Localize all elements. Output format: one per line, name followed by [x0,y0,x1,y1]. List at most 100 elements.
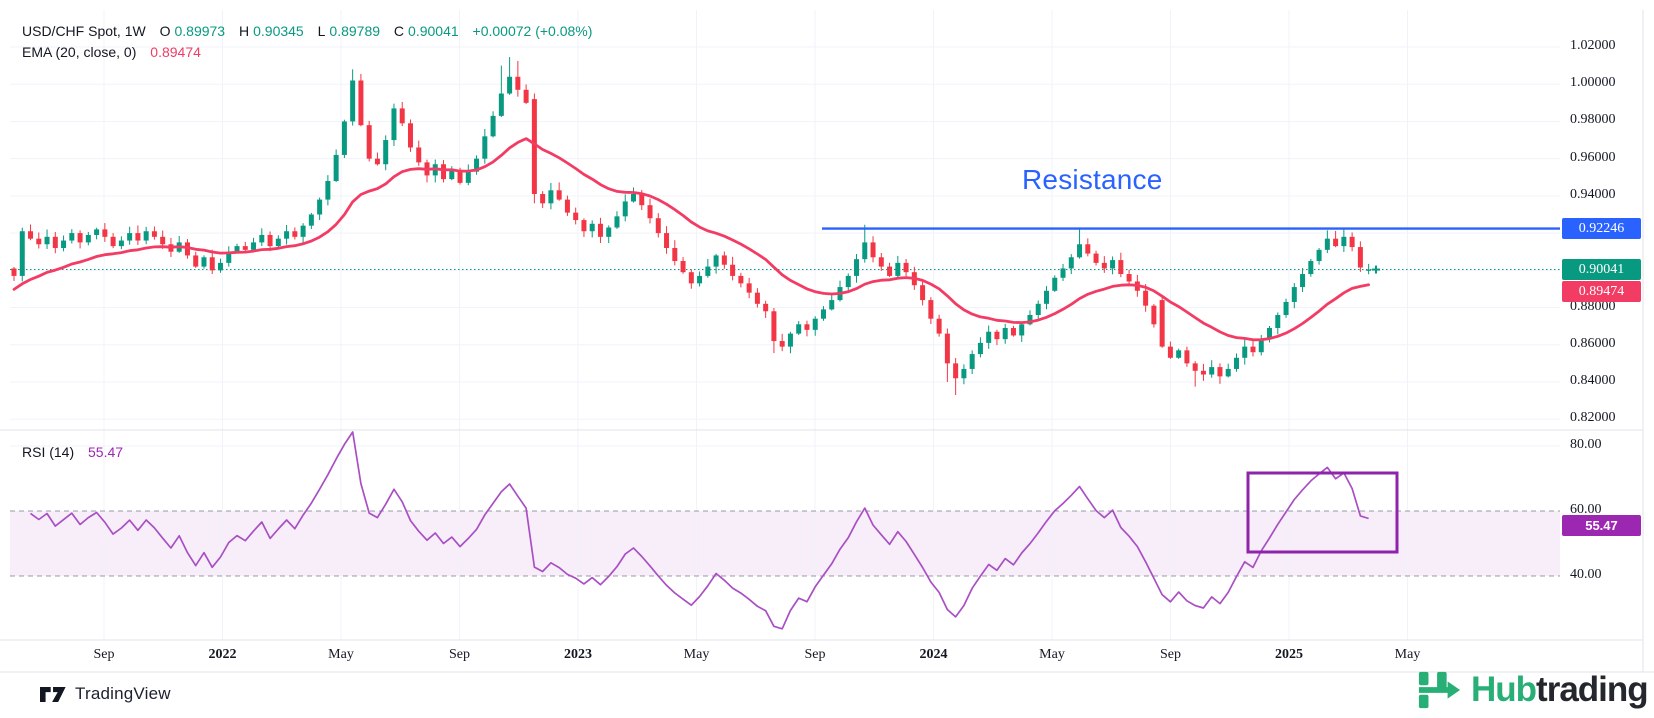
candle [870,242,876,258]
candle [515,76,521,90]
candle [102,229,108,237]
candle [457,169,463,183]
candle [151,231,157,237]
candle [1035,303,1041,315]
price-axis-label: 1.02000 [1570,38,1616,53]
candle [614,216,620,228]
candle [1027,314,1033,325]
candle [1085,244,1091,254]
candle [787,333,793,347]
ema-line[interactable] [12,137,1370,342]
candle [1258,339,1264,353]
hubtrading-logo[interactable]: Hubtrading [1416,668,1649,712]
candle [201,257,207,267]
candle [1093,253,1099,263]
rsi-badge: 55.47 [1562,515,1641,537]
candle [1176,350,1182,358]
candle [738,275,744,284]
candle [308,214,314,226]
symbol-title: USD/CHF Spot, 1W [22,23,146,39]
candle [672,247,678,262]
candle [69,233,75,241]
candle [1151,305,1157,325]
candle [713,255,719,267]
candle [474,158,480,172]
candle [1192,363,1198,371]
candle [862,242,868,260]
candle [581,220,587,232]
candle [936,318,942,334]
high-value: 0.90345 [253,23,304,39]
open-value: 0.89973 [174,23,226,39]
candle [1052,277,1058,291]
candle [1002,328,1008,340]
candle [498,93,504,116]
candle [655,218,661,234]
candle [688,272,694,284]
candle [284,231,290,239]
rsi-axis-label: 60.00 [1570,502,1602,517]
candle [969,354,975,369]
candle [977,342,983,355]
candles-layer [11,57,1372,396]
resistance-annotation-label[interactable]: Resistance [1022,164,1163,195]
candle [1242,346,1248,358]
candle [1060,268,1066,278]
time-axis-label: Sep [804,647,826,662]
tradingview-logo[interactable]: TradingView [40,684,171,704]
time-axis-label: May [1394,647,1421,662]
candle [267,234,273,247]
rsi-legend-row[interactable]: RSI (14) 55.47 [22,444,127,460]
candle [804,324,810,330]
candle [143,231,149,241]
candle [110,236,116,247]
tradingview-icon [40,686,66,702]
candle [61,240,67,248]
price-axis-label: 1.00000 [1570,75,1616,91]
candle [721,255,727,265]
price-axis-label: 0.84000 [1570,372,1616,388]
candle [746,283,752,293]
candle [1366,269,1372,271]
candle [1118,260,1124,275]
price-badge-last: 0.90041 [1562,259,1641,281]
candle [1077,244,1083,258]
candle [118,240,124,247]
candle [242,246,248,250]
candle [1110,260,1116,269]
candle [796,324,802,334]
price-axis-label: 0.98000 [1570,112,1616,128]
candle [986,331,992,343]
candle [1167,346,1173,358]
price-axis-label: 0.86000 [1570,335,1616,351]
hubtrading-text: Hubtrading [1471,670,1649,709]
low-key: L [317,23,326,39]
ema-value: 0.89474 [150,44,201,60]
rsi-line[interactable] [29,431,1369,630]
hubtrading-icon [1418,671,1461,709]
candle [1044,290,1049,304]
rsi-annotation-box[interactable] [1246,471,1399,554]
candle [639,194,645,206]
candle [77,233,83,243]
low-value: 0.89789 [329,23,381,39]
candle [730,264,736,276]
candle [705,266,711,276]
price-axis-label: 0.88000 [1570,298,1616,314]
candle [275,238,281,247]
high-key: H [238,23,250,39]
symbol-legend-row[interactable]: USD/CHF Spot, 1W O 0.89973 H 0.90345 L 0.89… [22,23,596,39]
candle [259,234,265,243]
time-axis-label: Sep [93,647,115,662]
candle [1126,274,1132,282]
candle [1316,249,1322,262]
candle [961,368,967,379]
candle [1184,350,1190,364]
candle [135,233,141,241]
candle [820,309,826,319]
candle [928,300,934,319]
ema-legend-row[interactable]: EMA (20, close, 0) 0.89474 [22,44,205,60]
candle [771,311,777,342]
